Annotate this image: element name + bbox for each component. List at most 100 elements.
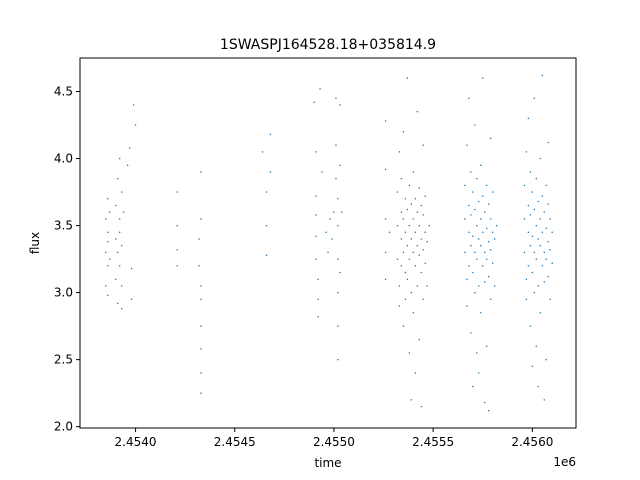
data-point [472, 191, 474, 193]
x-axis: 2.4540 2.4545 2.4550 2.4555 2.4560 [115, 428, 553, 449]
data-point [416, 244, 419, 247]
data-point [109, 211, 111, 213]
data-point [537, 385, 540, 388]
data-point [527, 204, 530, 207]
data-point [402, 130, 405, 133]
data-point [339, 104, 341, 106]
data-point [337, 258, 339, 260]
data-point [410, 291, 413, 294]
y-tick-label: 3.0 [54, 286, 73, 300]
data-point [545, 227, 547, 229]
y-axis-label: flux [28, 232, 42, 254]
x-tick-label: 2.4550 [313, 435, 355, 449]
data-point [549, 298, 551, 301]
data-point [130, 267, 133, 270]
data-point [472, 385, 474, 388]
data-point [531, 235, 534, 238]
data-point [118, 231, 121, 234]
data-point [265, 191, 268, 193]
data-point [531, 191, 534, 193]
data-point [107, 265, 109, 267]
data-point [549, 218, 551, 220]
data-point [541, 195, 544, 197]
data-point [529, 244, 532, 247]
data-point [339, 164, 341, 166]
data-point [420, 204, 422, 207]
data-point [470, 332, 472, 334]
data-point [525, 151, 528, 153]
data-point [116, 302, 119, 305]
data-point [408, 352, 411, 354]
data-point [120, 244, 123, 247]
data-point [134, 124, 137, 126]
data-point [337, 198, 339, 200]
data-point [533, 291, 536, 294]
data-point [321, 171, 323, 173]
data-point [539, 244, 542, 247]
x-tick-label: 2.4545 [214, 435, 256, 449]
data-point [116, 251, 119, 254]
data-point [541, 74, 544, 77]
data-point [398, 285, 401, 287]
data-point [341, 211, 343, 213]
data-point [527, 265, 530, 267]
data-point [400, 211, 403, 213]
data-point [404, 231, 407, 234]
data-point [331, 238, 333, 240]
data-point [489, 218, 492, 220]
data-point [333, 211, 335, 213]
y-tick-label: 3.5 [54, 219, 73, 233]
data-point [547, 141, 549, 144]
data-point [543, 211, 546, 213]
data-point [468, 231, 470, 234]
data-point [531, 271, 534, 274]
data-point [107, 294, 109, 297]
data-point [483, 281, 486, 283]
data-point [200, 298, 202, 301]
data-point [422, 248, 424, 251]
data-point [176, 248, 178, 251]
x-tick-label: 2.4540 [115, 435, 157, 449]
y-tick-label: 4.5 [54, 85, 73, 99]
data-point [118, 157, 121, 160]
data-point [200, 218, 202, 220]
data-point [495, 224, 498, 227]
data-point [489, 298, 492, 301]
data-point [527, 231, 530, 234]
data-point [412, 251, 415, 254]
data-point [525, 298, 528, 301]
data-point [491, 191, 494, 193]
data-point [482, 195, 484, 197]
data-point [482, 231, 484, 234]
data-point [480, 311, 482, 314]
data-point [474, 124, 476, 126]
data-point [493, 238, 496, 240]
data-point [398, 151, 401, 153]
data-point [466, 278, 468, 280]
data-point [474, 291, 476, 294]
data-point [424, 195, 426, 197]
data-point [105, 285, 107, 287]
data-point [487, 203, 490, 205]
data-point [418, 254, 421, 256]
data-point [107, 198, 109, 200]
data-point [487, 275, 490, 278]
data-point [120, 285, 123, 287]
data-point [416, 285, 419, 287]
data-point [551, 262, 553, 264]
data-point [402, 218, 405, 220]
data-point [384, 251, 387, 254]
data-point [476, 224, 478, 227]
data-point [329, 218, 331, 220]
data-point [418, 224, 421, 227]
data-point [545, 184, 547, 187]
data-point [337, 224, 339, 227]
data-point [543, 251, 546, 254]
data-point [107, 240, 109, 243]
data-point [105, 218, 107, 220]
data-point [420, 238, 422, 240]
data-point [541, 265, 544, 267]
data-point [464, 184, 466, 187]
